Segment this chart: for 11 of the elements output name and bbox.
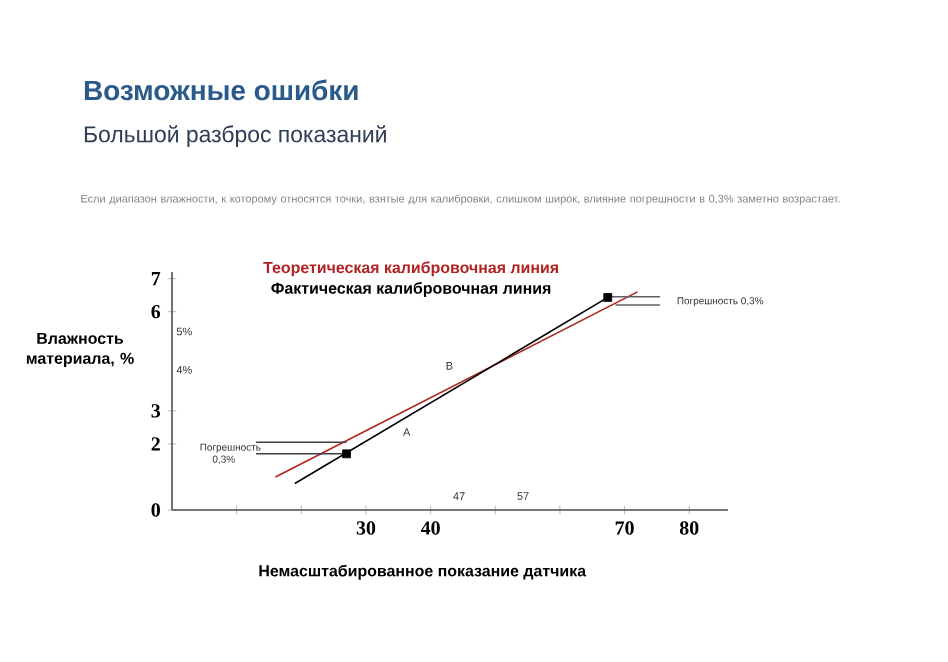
chart-title: Возможные ошибки	[84, 79, 358, 101]
y-tick-label: 7	[151, 272, 161, 286]
y-tick-label: 2	[151, 437, 160, 451]
y-tick-label: 3	[151, 404, 161, 418]
chart-subtitle: Большой разброс показаний	[84, 125, 386, 147]
y-tick-label: 0	[151, 503, 160, 517]
x-tick-label: 70	[615, 521, 634, 535]
x-tick-label: 80	[679, 521, 699, 535]
y-tick-label: 6	[151, 304, 161, 319]
x-tick-label: 30	[356, 521, 376, 535]
x-tick-label: 40	[420, 521, 440, 535]
